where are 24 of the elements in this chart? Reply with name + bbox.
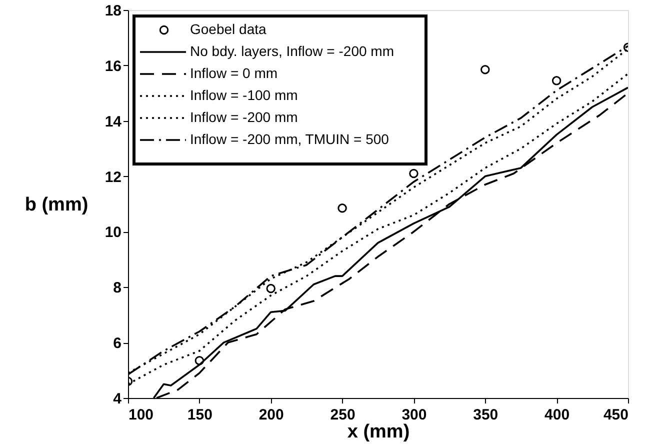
x-tick-label: 450: [603, 406, 628, 424]
x-tick-label: 300: [402, 406, 427, 424]
y-tick-label: 16: [104, 58, 122, 75]
y-tick-label: 4: [113, 390, 122, 408]
x-tick-label: 150: [187, 406, 212, 424]
legend-label: Inflow = 0 mm: [190, 65, 278, 81]
legend-label: Inflow = -200 mm, TMUIN = 500: [190, 131, 390, 147]
y-tick-label: 18: [104, 2, 122, 20]
x-tick-label: 400: [544, 406, 570, 424]
x-tick-label: 250: [330, 406, 356, 424]
x-axis-title: x (mm): [347, 422, 410, 442]
x-tick-label: 350: [473, 406, 498, 424]
y-tick-label: 10: [104, 224, 122, 242]
x-tick-label: 100: [128, 406, 154, 424]
legend-label: Goebel data: [190, 21, 266, 37]
x-tick-label: 200: [258, 406, 284, 424]
legend-label: No bdy. layers, Inflow = -200 mm: [190, 43, 394, 59]
y-axis-title: b (mm): [24, 194, 88, 216]
y-tick-label: 8: [113, 280, 122, 297]
y-tick-label: 6: [113, 335, 122, 352]
y-tick-label: 14: [104, 113, 122, 130]
legend-label: Inflow = -200 mm: [190, 109, 298, 125]
legend-label: Inflow = -100 mm: [190, 87, 298, 103]
y-tick-label: 12: [104, 168, 122, 186]
